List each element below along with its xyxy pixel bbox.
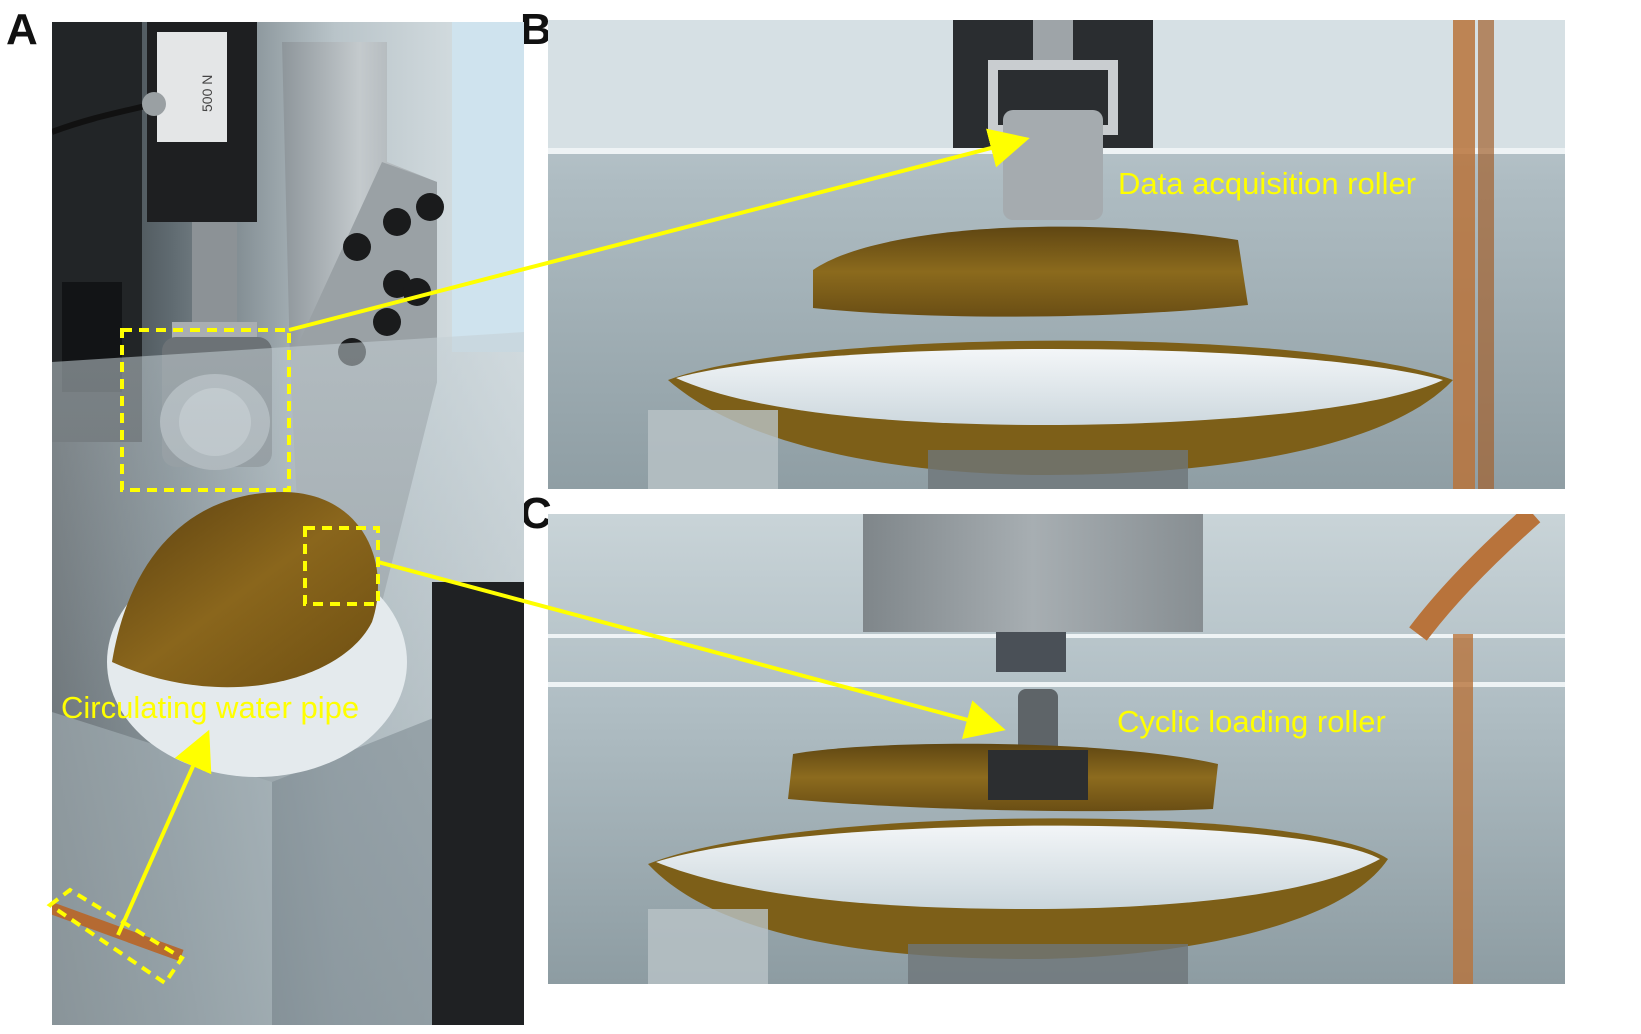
load-cell-label: 500 N xyxy=(199,75,215,112)
label-circulating-water-pipe: Circulating water pipe xyxy=(61,690,360,725)
photo-b-data-acquisition xyxy=(548,20,1565,489)
label-data-acquisition-roller: Data acquisition roller xyxy=(1118,166,1417,201)
panel-letter-b: B xyxy=(520,5,552,54)
label-cyclic-loading-roller: Cyclic loading roller xyxy=(1117,704,1386,739)
panel-letter-c: C xyxy=(520,489,552,538)
photo-c-cyclic-loading xyxy=(548,514,1565,984)
panel-letter-a: A xyxy=(6,5,38,54)
photo-a-test-rig: 500 N xyxy=(52,22,524,1025)
